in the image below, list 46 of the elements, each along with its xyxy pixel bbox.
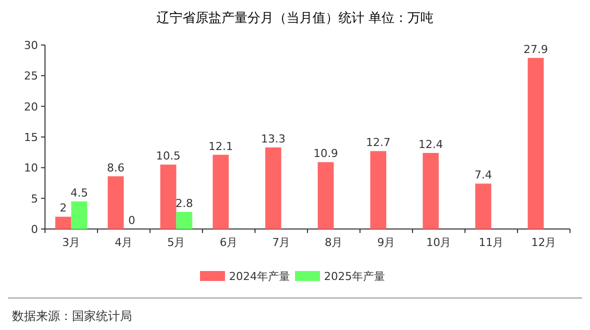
x-tick-label: 5月 [167,236,186,249]
bar [422,152,439,229]
legend-label: 2025年产量 [324,270,385,283]
y-tick-label: 15 [24,131,38,144]
y-tick-label: 10 [24,162,38,175]
x-tick-label: 10月 [426,236,452,249]
data-label: 2 [60,202,67,215]
y-tick-label: 25 [24,70,38,83]
data-label: 13.3 [261,132,286,146]
data-label: 2.8 [176,196,193,210]
bar [370,151,386,229]
x-tick-label: 6月 [220,236,238,249]
bar [212,154,229,229]
x-tick-label: 8月 [324,236,343,249]
bar [176,212,192,229]
x-tick-label: 9月 [377,236,396,249]
y-tick-label: 5 [31,192,38,206]
x-tick-label: 7月 [272,236,290,249]
data-label: 27.9 [524,42,548,56]
data-label: 0 [128,214,136,227]
source-note: 数据来源：国家统计局 [12,309,132,323]
data-label: 12.7 [366,136,390,150]
legend-label: 2024年产量 [229,270,290,283]
x-tick-label: 3月 [62,236,80,249]
bar [55,216,72,229]
data-label: 7.4 [474,168,492,182]
bar [108,176,124,229]
bar [475,184,492,229]
y-tick-label: 20 [24,100,38,114]
data-label: 8.6 [107,161,124,174]
bar [265,147,282,229]
data-label: 10.5 [156,150,180,163]
x-tick-label: 4月 [114,236,133,249]
x-tick-label: 11月 [478,236,504,249]
bar [528,58,544,229]
y-tick-label: 0 [31,223,38,236]
bar [71,201,88,229]
data-label: 4.5 [70,186,88,200]
x-tick-label: 12月 [531,236,556,249]
chart-title: 辽宁省原盐产量分月（当月值）统计 单位：万吨 [156,10,434,26]
bar [318,162,334,229]
y-tick-label: 30 [24,39,38,52]
data-label: 12.4 [418,138,443,151]
bar [160,164,176,229]
data-label: 10.9 [314,147,338,160]
data-label: 12.1 [208,140,233,153]
